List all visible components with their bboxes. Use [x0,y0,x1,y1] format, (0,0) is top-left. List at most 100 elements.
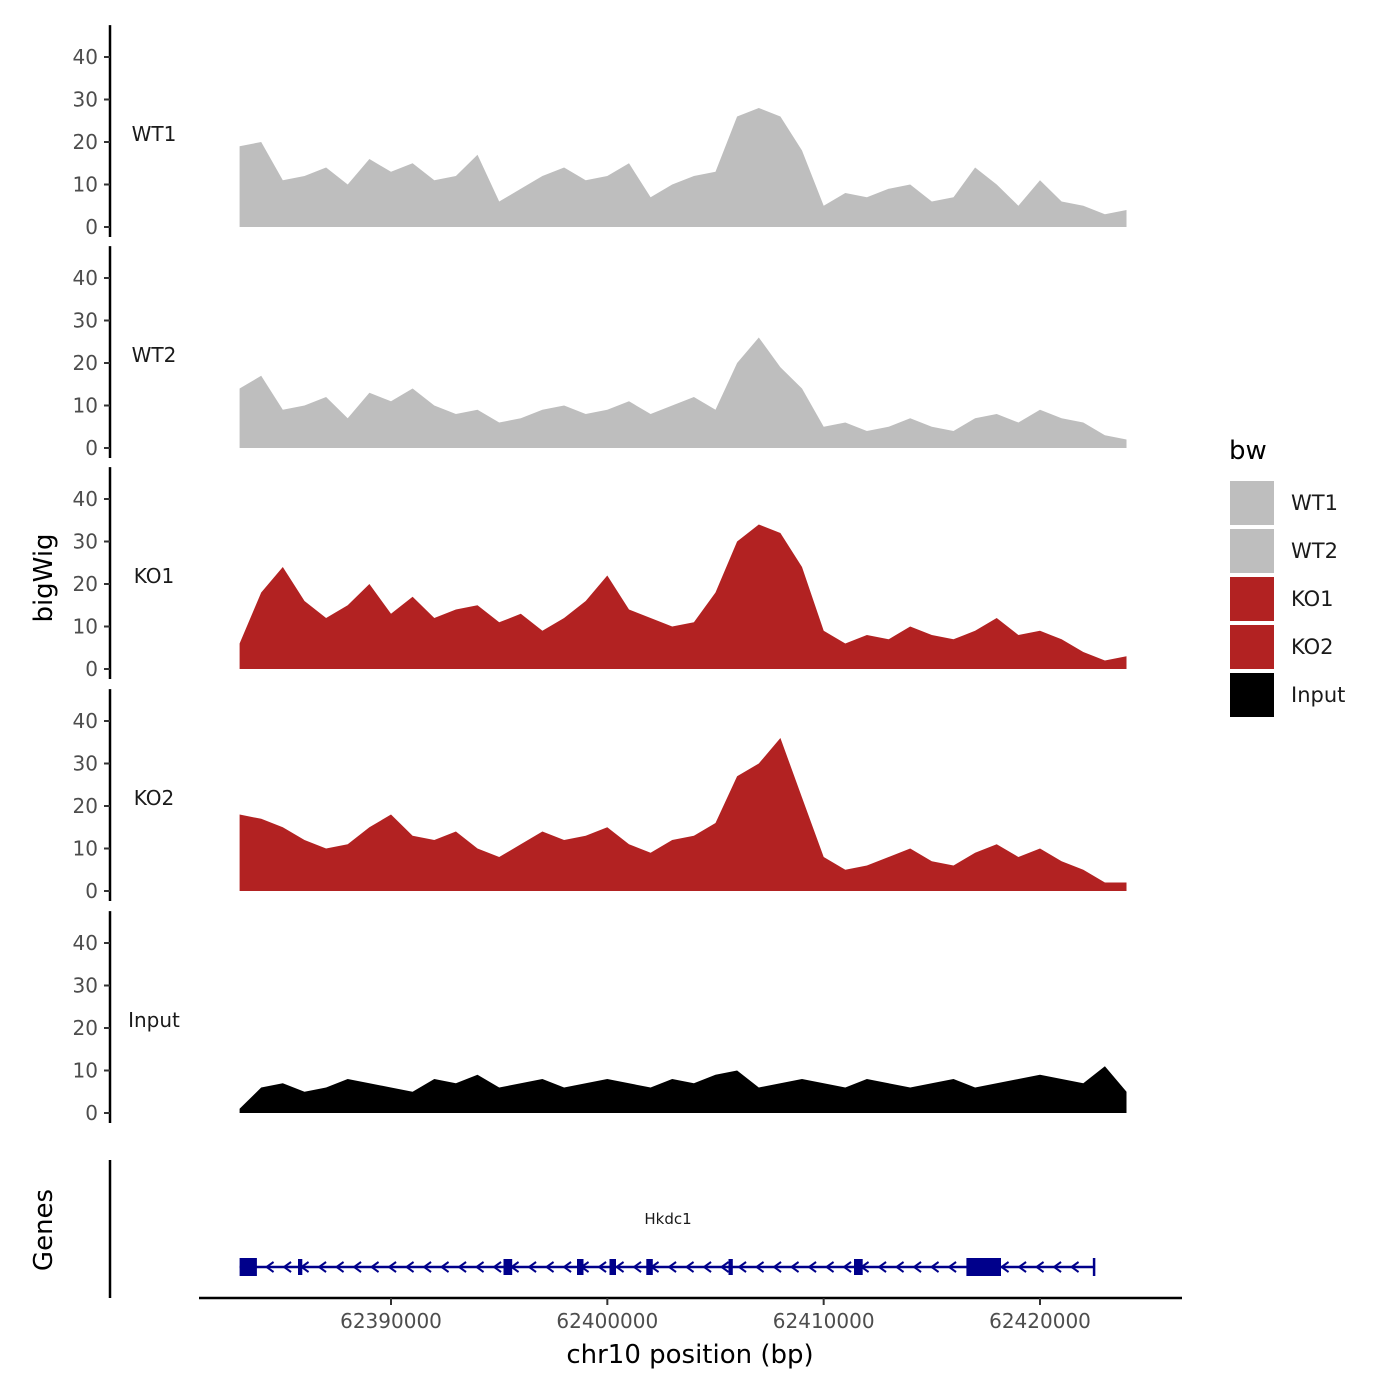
legend-key-input [1228,671,1276,719]
y-tick-label: 10 [73,394,98,418]
strand-chevron [352,1261,362,1273]
track-label-input: Input [128,1008,180,1032]
strand-chevron [544,1261,555,1273]
y-tick-label: 20 [73,130,98,154]
y-tick-label: 40 [73,266,98,290]
strand-chevron [702,1261,712,1273]
strand-chevron [894,1261,905,1273]
x-tick-label: 62400000 [556,1309,658,1333]
track-panel-wt1: 0 10 20 30 40 WT1 [73,25,1127,239]
strand-chevron [807,1261,817,1273]
strand-chevron [474,1261,485,1273]
y-tick-label: 20 [73,572,98,596]
exon [966,1258,1001,1276]
exon [854,1259,863,1275]
strand-chevron [772,1261,782,1273]
strand-chevron [737,1261,747,1273]
track-panel-ko1: 0 10 20 30 40 KO1 [73,467,1127,681]
strand-chevron [404,1261,415,1273]
strand-chevron [1069,1261,1080,1273]
genes-axis-title: Genes [29,1189,59,1271]
exon [298,1259,303,1275]
exon [646,1259,653,1275]
strand-chevron [999,1261,1010,1273]
coverage-area-ko1 [239,524,1127,669]
y-tick-label: 40 [73,931,98,955]
exon [577,1259,584,1275]
legend-key-wt1 [1228,479,1276,527]
y-tick-label: 0 [85,436,98,460]
y-axis-title: bigWig [29,533,59,622]
strand-chevron [684,1261,695,1273]
y-tick-label: 0 [85,657,98,681]
coverage-area-wt2 [239,337,1127,448]
legend-key-wt2 [1228,527,1276,575]
strand-chevron [439,1261,450,1273]
y-tick-label: 0 [85,1101,98,1125]
strand-chevron [527,1261,537,1273]
track-label-ko2: KO2 [134,786,175,810]
y-tick-label: 10 [73,1059,98,1083]
track-label-wt2: WT2 [132,343,177,367]
y-tick-label: 40 [73,487,98,511]
y-tick-label: 30 [73,974,98,998]
legend-key-ko2 [1228,623,1276,671]
legend-key-ko1 [1228,575,1276,623]
coverage-area-wt1 [239,108,1127,227]
y-tick-label: 30 [73,752,98,776]
strand-chevron [1034,1261,1045,1273]
y-tick-label: 30 [73,88,98,112]
track-label-wt1: WT1 [132,122,177,146]
strand-chevron [719,1261,730,1273]
strand-chevron [912,1261,922,1273]
strand-chevron [562,1261,572,1273]
y-tick-label: 40 [73,45,98,69]
x-tick-label: 62420000 [989,1309,1091,1333]
exon [239,1258,257,1276]
strand-chevron [667,1261,677,1273]
legend-label-ko1: KO1 [1291,587,1334,611]
legend-label-wt1: WT1 [1291,491,1338,515]
y-tick-label: 10 [73,837,98,861]
x-tick-label: 62390000 [340,1309,442,1333]
coverage-panels: 0 10 20 30 40 WT1 0 10 20 30 40 WT2 0 10 20 30 40 KO1 0 10 2… [73,25,1127,1125]
strand-chevron [422,1261,432,1273]
y-tick-label: 40 [73,709,98,733]
exon [503,1259,513,1275]
x-tick-label: 62410000 [773,1309,875,1333]
legend-label-ko2: KO2 [1291,635,1334,659]
y-tick-label: 20 [73,351,98,375]
strand-chevron [824,1261,835,1273]
legend-title: bw [1229,436,1267,466]
track-label-ko1: KO1 [134,564,175,588]
strand-chevron [754,1261,765,1273]
strand-chevron [632,1261,642,1273]
y-tick-label: 20 [73,1016,98,1040]
exon [728,1259,733,1275]
track-panel-input: 0 10 20 30 40 Input [73,911,1127,1125]
y-tick-label: 30 [73,309,98,333]
strand-chevron [614,1261,625,1273]
y-tick-label: 20 [73,794,98,818]
y-tick-label: 30 [73,530,98,554]
strand-chevron [877,1261,887,1273]
x-axis-title: chr10 position (bp) [566,1340,813,1370]
track-panel-wt2: 0 10 20 30 40 WT2 [73,246,1127,460]
strand-chevron [1017,1261,1027,1273]
strand-chevron [369,1261,380,1273]
y-tick-label: 0 [85,215,98,239]
y-tick-label: 10 [73,173,98,197]
coverage-area-input [239,1066,1127,1113]
strand-chevron [457,1261,467,1273]
strand-chevron [492,1261,502,1273]
y-tick-label: 10 [73,615,98,639]
legend-label-input: Input [1291,683,1345,707]
x-axis: 62390000 62400000 62410000 62420000 [199,1296,1182,1333]
strand-chevron [597,1261,607,1273]
strand-chevron [387,1261,397,1273]
strand-chevron [789,1261,800,1273]
gene-panel: Hkdc1 [108,1160,1096,1298]
strand-chevron [929,1261,940,1273]
gene-label-hkdc1: Hkdc1 [644,1210,691,1228]
